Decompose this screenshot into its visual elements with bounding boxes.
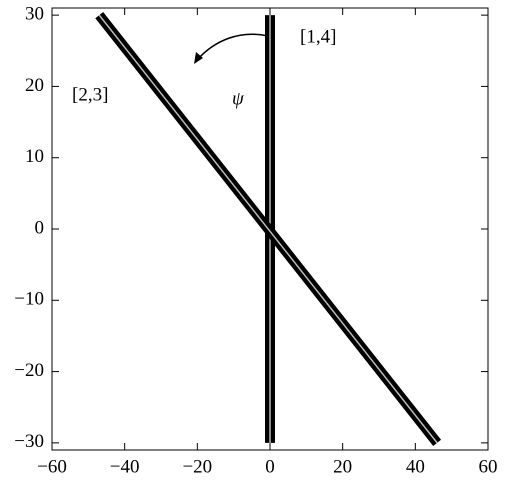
series-label: [1,4] (300, 26, 336, 47)
y-tick-label: −30 (14, 431, 44, 452)
y-tick-label: 20 (25, 75, 44, 96)
annotation: ψ (232, 88, 245, 109)
x-tick-label: 20 (333, 456, 352, 477)
x-tick-label: 60 (479, 456, 498, 477)
arrow-head (194, 52, 203, 64)
x-tick-label: −60 (37, 456, 67, 477)
y-tick-label: −10 (14, 289, 44, 310)
series-label: [2,3] (72, 84, 108, 105)
x-tick-label: −20 (182, 456, 212, 477)
band-core (98, 14, 438, 444)
x-tick-label: 0 (265, 456, 275, 477)
x-tick-label: −40 (110, 456, 140, 477)
y-tick-label: 30 (25, 3, 44, 24)
x-tick-label: 40 (406, 456, 425, 477)
rotation-arrow (196, 33, 269, 61)
y-tick-label: 0 (35, 217, 45, 238)
y-tick-label: 10 (25, 146, 44, 167)
y-tick-label: −20 (14, 360, 44, 381)
